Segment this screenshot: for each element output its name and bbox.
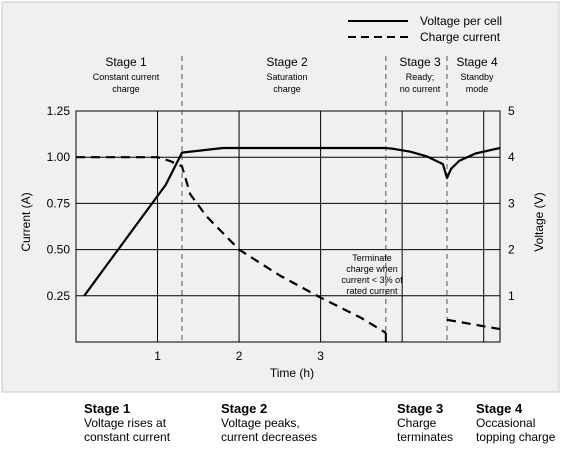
stage-1-desc-line-2: charge — [112, 84, 140, 94]
y-axis-title-right: Voltage (V) — [532, 192, 546, 251]
caption-1-head: Stage 1 — [84, 401, 130, 416]
series-layer — [76, 146, 501, 342]
caption-3-line-1: Charge — [397, 416, 437, 430]
y-tick-label-left: 0.50 — [47, 243, 71, 257]
y-axis-title-left: Current (A) — [19, 192, 33, 251]
x-tick-label: 3 — [317, 349, 324, 363]
legend-current-label: Charge current — [420, 30, 501, 44]
plot-area — [75, 110, 501, 343]
caption-1-line-1: Voltage rises at — [84, 416, 167, 430]
stage-1-title: Stage 1 — [105, 55, 147, 69]
caption-4-line-1: Occasional — [476, 416, 535, 430]
series-charge-current — [76, 156, 501, 334]
annotation-line-1: Terminate — [352, 253, 392, 263]
stage-2-desc-line-1: Saturation — [266, 72, 307, 82]
y-tick-label-right: 5 — [508, 104, 515, 118]
stage-4-desc-line-1: Standby — [460, 72, 494, 82]
stage-2-title: Stage 2 — [266, 55, 308, 69]
stage-3-desc-line-2: no current — [400, 84, 441, 94]
legend: Voltage per cell Charge current — [348, 14, 502, 44]
caption-3-line-2: terminates — [397, 430, 453, 444]
y-tick-label-right: 3 — [508, 196, 515, 210]
y-tick-label-right: 4 — [508, 150, 515, 164]
stage-4-title: Stage 4 — [456, 55, 498, 69]
annotation-line-2: charge when — [346, 264, 398, 274]
stage-3-desc-line-1: Ready; — [406, 72, 435, 82]
captions: Stage 1 Voltage rises at constant curren… — [84, 401, 556, 444]
terminate-annotation: Terminate charge when current < 3% of ra… — [341, 253, 403, 296]
ticks-layer: 0.25 0.50 0.75 1.00 1.25 1 2 3 4 5 1 2 3 — [47, 104, 515, 363]
y-tick-label-left: 0.75 — [47, 196, 71, 210]
stage-3-title: Stage 3 — [399, 55, 441, 69]
y-tick-label-left: 0.25 — [47, 289, 71, 303]
caption-2-head: Stage 2 — [221, 401, 267, 416]
caption-2-line-1: Voltage peaks, — [221, 416, 300, 430]
annotation-line-3: current < 3% of — [341, 275, 403, 285]
stage-4-desc-line-2: mode — [466, 84, 489, 94]
x-tick-label: 2 — [236, 349, 243, 363]
y-tick-label-right: 2 — [508, 243, 515, 257]
legend-voltage-label: Voltage per cell — [420, 14, 502, 28]
gridlines — [76, 111, 500, 342]
x-axis-title: Time (h) — [270, 366, 314, 380]
caption-1-line-2: constant current — [84, 430, 171, 444]
stage-2-desc-line-2: charge — [273, 84, 301, 94]
caption-4-line-2: topping charge — [476, 430, 556, 444]
y-tick-label-left: 1.00 — [47, 150, 71, 164]
stage-headers: Stage 1 Constant current charge Stage 2 … — [93, 55, 498, 94]
series-voltage-per-cell — [83, 146, 501, 297]
x-tick-label: 1 — [154, 349, 161, 363]
caption-2-line-2: current decreases — [221, 430, 317, 444]
stage-dividers — [181, 56, 448, 342]
y-tick-label-left: 1.25 — [47, 104, 71, 118]
annotation-line-4: rated current — [346, 286, 398, 296]
stage-1-desc-line-1: Constant current — [93, 72, 160, 82]
caption-4-head: Stage 4 — [476, 401, 523, 416]
caption-3-head: Stage 3 — [397, 401, 443, 416]
y-tick-label-right: 1 — [508, 289, 515, 303]
